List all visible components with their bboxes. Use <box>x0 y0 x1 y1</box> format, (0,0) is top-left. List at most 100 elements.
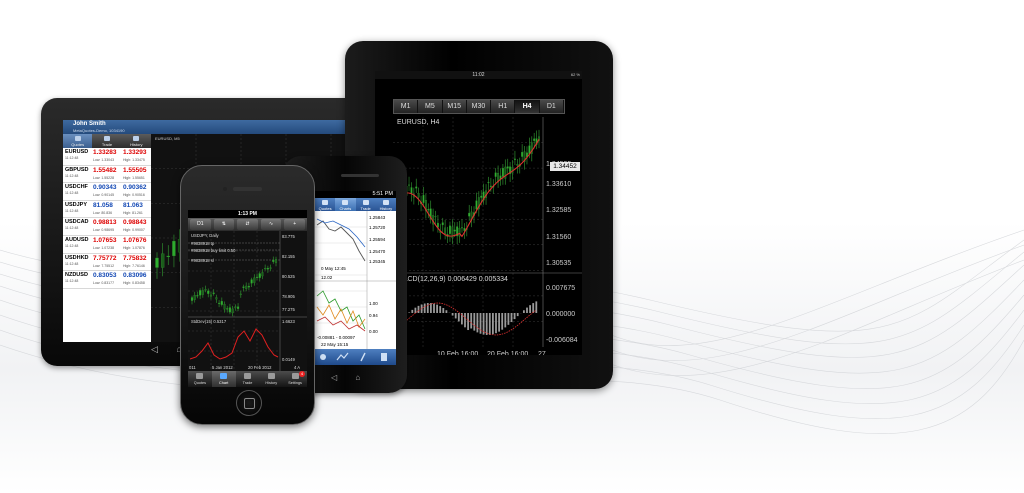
chart-type-button[interactable]: ⇅ <box>213 219 235 230</box>
oscillator-line <box>316 316 366 332</box>
tab-quotes[interactable]: Quotes <box>63 134 93 148</box>
quote-ask: 7.75832 <box>123 254 147 262</box>
quote-bid: 0.90343 <box>93 184 117 192</box>
macd-histogram-bar <box>430 303 432 313</box>
timeframe-bar: M1 M5 M15 M30 H1 H4 D1 <box>393 99 565 114</box>
price-tick: 80.525 <box>282 274 295 279</box>
quote-time: 11:12:48 <box>65 156 79 160</box>
candle-body <box>424 200 427 212</box>
macd-histogram-bar <box>485 313 488 335</box>
quote-high: High: 0.90516 <box>123 193 145 198</box>
new-order-button[interactable]: + <box>284 219 305 230</box>
macd-histogram-bar <box>510 313 513 323</box>
quote-low: Low: 0.90145 <box>93 193 115 198</box>
macd-histogram-bar <box>433 303 435 313</box>
android-chart[interactable]: 1.25843 1.25720 1.25594 1.25470 1.25345 … <box>315 211 396 349</box>
candle-body <box>245 285 248 289</box>
quote-symbol: GBPUSD <box>65 166 89 173</box>
notification-badge: 4 <box>298 371 305 377</box>
tab-trade[interactable]: Trade <box>236 371 260 387</box>
timeframe-m30[interactable]: M30 <box>467 100 492 113</box>
candle-body <box>272 260 275 262</box>
macd-histogram-bar <box>532 303 535 313</box>
timeframe-d1[interactable]: D1 <box>540 100 564 113</box>
current-price-marker: 1.34452 <box>550 162 580 171</box>
macd-histogram-bar <box>442 307 445 313</box>
candle-body <box>480 195 483 198</box>
quote-row[interactable]: AUDUSD 11:12:48 1.07653 1.07676 Low: 1.07238… <box>63 236 151 254</box>
quote-row[interactable]: GBPUSD 11:12:48 1.55482 1.55505 Low: 1.55228… <box>63 166 151 184</box>
macd-histogram-bar <box>492 313 494 335</box>
indicators-button[interactable]: ∿ <box>260 219 282 230</box>
android-nav-buttons[interactable]: ◁ ⌂ <box>331 373 369 382</box>
price-tick: 1.25345 <box>369 259 386 264</box>
tab-history[interactable]: History <box>122 134 151 148</box>
sub-tick: 0.00 <box>369 329 378 334</box>
tab-quotes[interactable]: Quotes <box>315 198 335 211</box>
chart-icon <box>336 352 349 361</box>
candle-body <box>190 297 194 301</box>
candle-body <box>415 186 418 189</box>
candle-body <box>477 197 480 210</box>
tablet-nav-buttons[interactable]: ◁ ⌂ ▭ <box>151 344 209 354</box>
timeframe-h1[interactable]: H1 <box>491 100 516 113</box>
home-button[interactable] <box>236 390 262 416</box>
quote-row[interactable]: USDHKD 11:12:48 7.75772 7.75832 Low: 7.75512… <box>63 254 151 272</box>
price-tick: 83.775 <box>282 234 295 239</box>
macd-histogram-bar <box>451 313 454 316</box>
quote-time: 11:12:48 <box>65 173 79 178</box>
timeframe-m15[interactable]: M15 <box>443 100 467 113</box>
date-tick: 4 A <box>294 365 301 370</box>
iphone-candle-chart <box>188 231 307 371</box>
timeframe-m1[interactable]: M1 <box>394 100 419 113</box>
tab-quotes[interactable]: Quotes <box>188 371 212 387</box>
quote-row[interactable]: USDCAD 11:12:48 0.98813 0.98843 Low: 0.98695… <box>63 218 151 236</box>
candle-body <box>458 228 461 237</box>
tab-history[interactable]: History <box>376 198 396 211</box>
tab-trade[interactable]: Trade <box>356 198 376 211</box>
status-time: 5:51 PM <box>372 191 393 197</box>
quote-row[interactable]: EURUSD 11:12:48 1.33283 1.33293 Low: 1.33043… <box>63 148 151 166</box>
candle-body <box>196 295 199 297</box>
tab-trade[interactable]: Trade <box>92 134 121 148</box>
stddev-line <box>189 328 279 360</box>
iphone-chart[interactable]: USDJPY, Daily #9838918 tp #9838918 buy l… <box>188 231 307 371</box>
candle-body <box>215 297 218 300</box>
tab-settings[interactable]: Settings 4 <box>283 371 307 387</box>
quote-row[interactable]: USDCHF 11:12:48 0.90343 0.90362 Low: 0.90145… <box>63 183 151 201</box>
timeframe-button[interactable]: D1 <box>190 219 211 230</box>
price-tick: 78.905 <box>282 294 295 299</box>
quote-symbol: USDCAD <box>65 219 89 226</box>
macd-histogram-bar <box>482 313 485 335</box>
quote-low: Low: 7.75512 <box>93 263 115 268</box>
candle-body <box>239 293 242 295</box>
quote-row[interactable]: NZDUSD 11:12:48 0.83053 0.83096 Low: 0.83177… <box>63 271 151 289</box>
macd-histogram-bar <box>454 313 457 319</box>
quote-symbol: USDHKD <box>65 254 89 261</box>
candle-body <box>422 195 425 203</box>
chart-symbol-label: EURUSD, H4 <box>397 119 440 126</box>
tab-history[interactable]: History <box>259 371 283 387</box>
macd-histogram-bar <box>529 305 531 313</box>
candle-body <box>204 289 207 291</box>
indicator-label: MACD(12,26,9) 0.006429 0.005334 <box>397 276 508 283</box>
tab-chart[interactable]: Chart <box>211 371 236 387</box>
quote-bid: 81.058 <box>93 201 113 209</box>
candle-body <box>172 240 176 257</box>
macd-histogram-bar <box>473 313 476 331</box>
quote-row[interactable]: USDJPY 11:12:48 81.058 81.063 Low: 80.836 Hig… <box>63 201 151 219</box>
android-status-bar: 5:51 PM <box>315 191 396 198</box>
price-tick: 82.155 <box>282 254 295 259</box>
timeframe-m5[interactable]: M5 <box>418 100 443 113</box>
candle-body <box>417 193 420 198</box>
candle-body <box>482 191 485 201</box>
candle-body <box>429 208 432 219</box>
timeframe-h4[interactable]: H4 <box>515 100 540 113</box>
candle-body <box>487 181 490 184</box>
android-screen: 5:51 PM Quotes Charts Trade History 1.25… <box>315 191 396 365</box>
ipad-chart[interactable] <box>393 117 582 347</box>
android-bottom-bar <box>315 349 396 365</box>
zoom-button[interactable]: ⇵ <box>237 219 258 230</box>
candle-body <box>504 166 507 179</box>
tab-charts[interactable]: Charts <box>335 198 356 211</box>
